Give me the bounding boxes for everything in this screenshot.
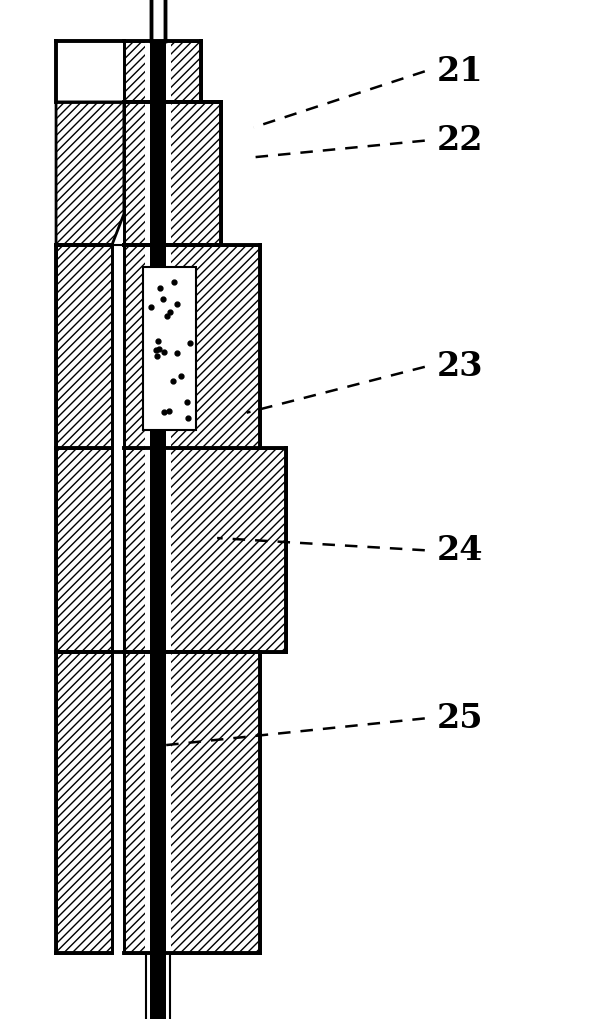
Text: 22: 22 — [437, 124, 483, 157]
Bar — [56, 448, 112, 652]
Bar — [143, 267, 196, 430]
Bar — [145, 943, 171, 1019]
Bar — [150, 652, 166, 953]
Bar — [124, 245, 260, 448]
Bar — [145, 652, 171, 953]
Bar — [56, 652, 112, 953]
Bar — [145, 102, 171, 245]
Bar — [150, 448, 166, 652]
Bar — [124, 652, 260, 953]
Bar — [145, 448, 171, 652]
Bar — [56, 245, 112, 448]
Polygon shape — [56, 102, 124, 245]
Bar — [152, 0, 164, 41]
Bar — [124, 448, 286, 652]
Text: 25: 25 — [437, 702, 483, 735]
Text: 24: 24 — [437, 534, 483, 567]
Bar — [124, 102, 221, 245]
Bar — [145, 245, 171, 448]
Bar — [150, 41, 166, 102]
Bar — [150, 245, 166, 448]
Bar — [145, 41, 171, 102]
Bar — [124, 41, 201, 102]
Bar — [150, 943, 166, 1019]
Text: 21: 21 — [437, 55, 483, 88]
Bar — [150, 102, 166, 245]
Text: 23: 23 — [437, 351, 483, 383]
